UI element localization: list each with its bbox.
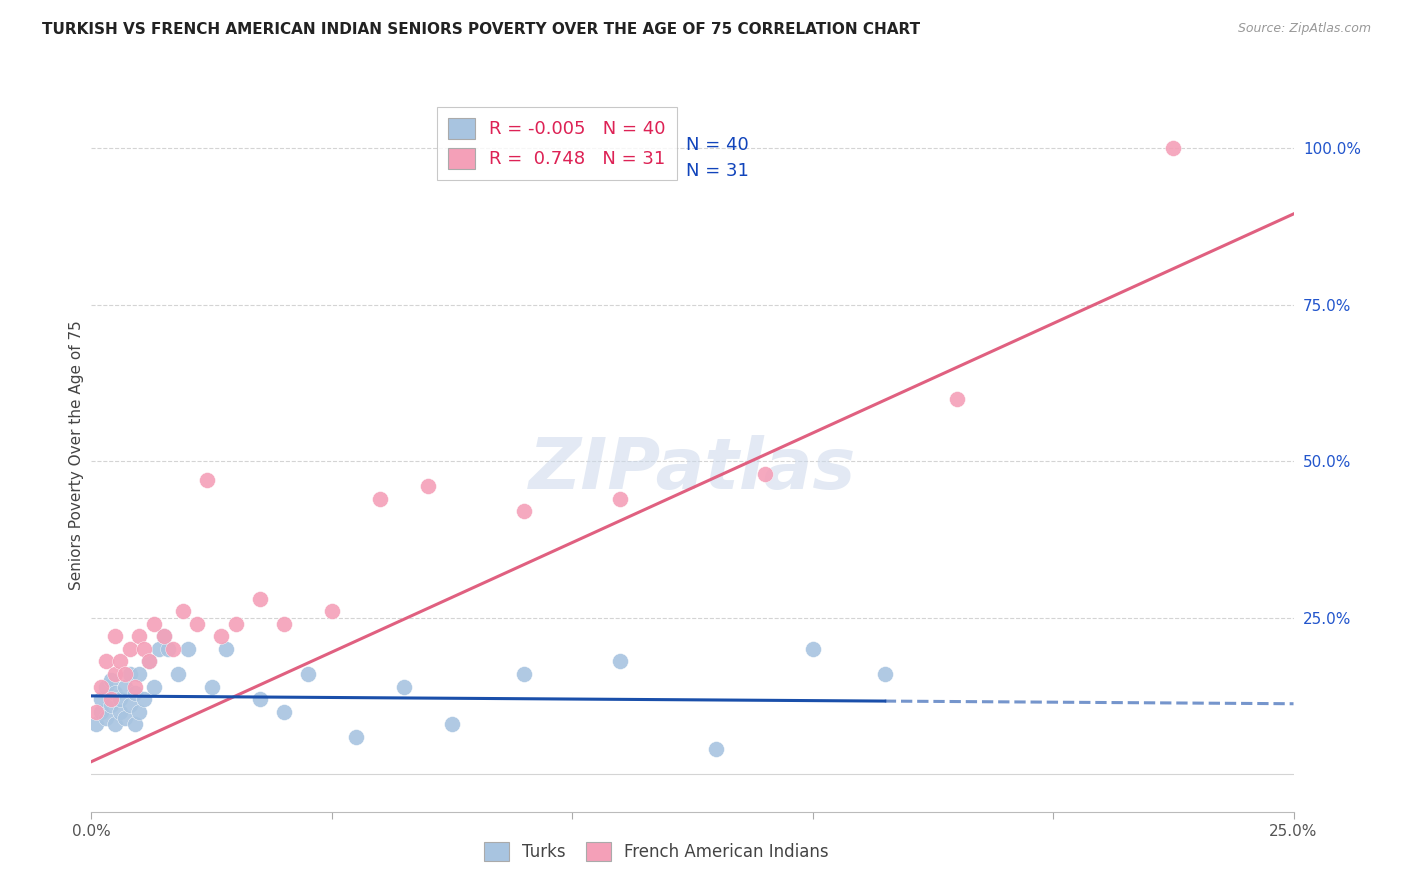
Point — [94, 655, 117, 669]
Point — [90, 692, 112, 706]
Point — [368, 491, 391, 506]
Point — [94, 680, 117, 694]
Y-axis label: Seniors Poverty Over the Age of 75: Seniors Poverty Over the Age of 75 — [69, 320, 84, 590]
Point — [201, 680, 224, 694]
Point — [114, 667, 136, 681]
Point — [215, 642, 238, 657]
Point — [172, 604, 194, 618]
Point — [134, 692, 156, 706]
Text: N = 31: N = 31 — [686, 162, 749, 180]
Point — [118, 698, 141, 713]
Point — [225, 616, 247, 631]
Point — [124, 680, 146, 694]
Point — [513, 667, 536, 681]
Point — [321, 604, 343, 618]
Point — [249, 692, 271, 706]
Point — [84, 717, 107, 731]
Point — [167, 667, 190, 681]
Point — [124, 686, 146, 700]
Point — [157, 642, 180, 657]
Point — [801, 642, 824, 657]
Point — [416, 479, 439, 493]
Point — [104, 717, 127, 731]
Point — [128, 630, 150, 644]
Point — [1161, 141, 1184, 155]
Point — [148, 642, 170, 657]
Point — [392, 680, 415, 694]
Point — [142, 616, 165, 631]
Point — [138, 655, 160, 669]
Point — [946, 392, 969, 406]
Point — [344, 730, 367, 744]
Point — [440, 717, 463, 731]
Point — [176, 642, 198, 657]
Point — [114, 711, 136, 725]
Point — [186, 616, 208, 631]
Point — [273, 705, 295, 719]
Point — [609, 655, 631, 669]
Text: Source: ZipAtlas.com: Source: ZipAtlas.com — [1237, 22, 1371, 36]
Point — [84, 705, 107, 719]
Text: N = 40: N = 40 — [686, 136, 749, 153]
Point — [94, 711, 117, 725]
Point — [90, 705, 112, 719]
Point — [142, 680, 165, 694]
Point — [118, 642, 141, 657]
Point — [100, 692, 122, 706]
Legend: Turks, French American Indians: Turks, French American Indians — [477, 835, 835, 868]
Point — [138, 655, 160, 669]
Point — [249, 591, 271, 606]
Point — [114, 680, 136, 694]
Point — [134, 642, 156, 657]
Point — [118, 667, 141, 681]
Point — [100, 673, 122, 688]
Point — [128, 667, 150, 681]
Point — [100, 698, 122, 713]
Point — [297, 667, 319, 681]
Point — [90, 680, 112, 694]
Point — [513, 504, 536, 518]
Point — [104, 630, 127, 644]
Point — [873, 667, 896, 681]
Point — [110, 655, 132, 669]
Text: ZIPatlas: ZIPatlas — [529, 434, 856, 504]
Point — [195, 473, 218, 487]
Point — [104, 667, 127, 681]
Point — [273, 616, 295, 631]
Point — [104, 686, 127, 700]
Point — [609, 491, 631, 506]
Text: TURKISH VS FRENCH AMERICAN INDIAN SENIORS POVERTY OVER THE AGE OF 75 CORRELATION: TURKISH VS FRENCH AMERICAN INDIAN SENIOR… — [42, 22, 921, 37]
Point — [152, 630, 174, 644]
Point — [110, 705, 132, 719]
Point — [754, 467, 776, 481]
Point — [124, 717, 146, 731]
Point — [706, 742, 728, 756]
Point — [128, 705, 150, 719]
Point — [209, 630, 232, 644]
Point — [152, 630, 174, 644]
Point — [110, 692, 132, 706]
Point — [162, 642, 184, 657]
